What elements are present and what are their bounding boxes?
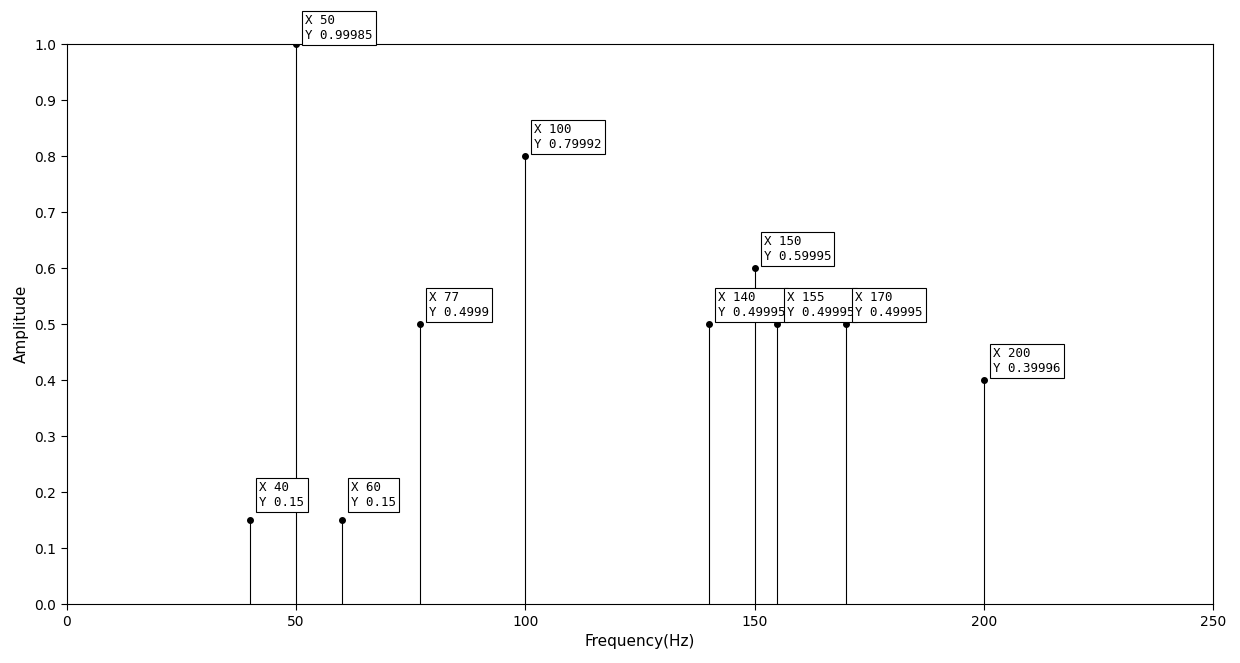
Text: X 200
Y 0.39996: X 200 Y 0.39996 xyxy=(993,347,1060,375)
Text: X 150
Y 0.59995: X 150 Y 0.59995 xyxy=(764,235,831,263)
Text: X 40
Y 0.15: X 40 Y 0.15 xyxy=(259,481,304,509)
Text: X 50
Y 0.99985: X 50 Y 0.99985 xyxy=(305,14,373,42)
Text: X 170
Y 0.49995: X 170 Y 0.49995 xyxy=(856,290,923,319)
Y-axis label: Amplitude: Amplitude xyxy=(14,285,29,363)
Text: X 100
Y 0.79992: X 100 Y 0.79992 xyxy=(534,123,601,151)
Text: X 155
Y 0.49995: X 155 Y 0.49995 xyxy=(786,290,854,319)
Text: X 60
Y 0.15: X 60 Y 0.15 xyxy=(351,481,396,509)
Text: X 140
Y 0.49995: X 140 Y 0.49995 xyxy=(718,290,785,319)
Text: X 77
Y 0.4999: X 77 Y 0.4999 xyxy=(429,290,489,319)
X-axis label: Frequency(Hz): Frequency(Hz) xyxy=(585,634,696,649)
